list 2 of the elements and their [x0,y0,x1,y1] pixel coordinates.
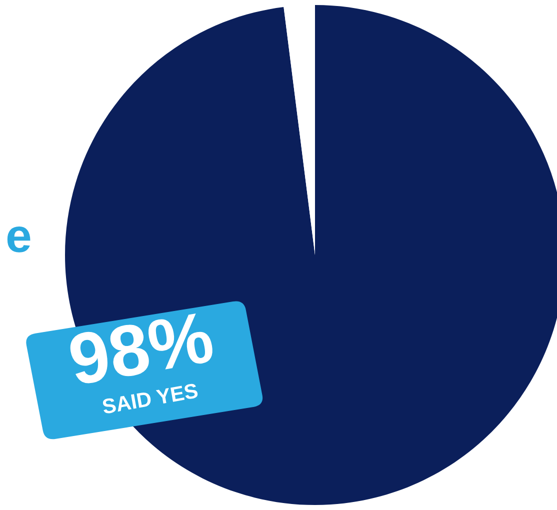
text: e [7,226,30,252]
text: SAID YES [102,383,198,414]
